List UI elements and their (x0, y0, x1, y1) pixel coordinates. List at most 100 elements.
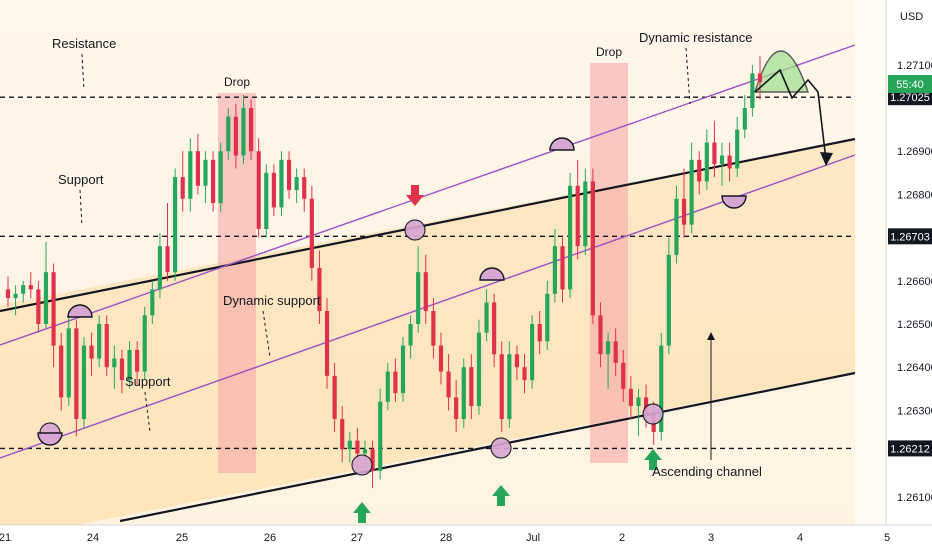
candle-body (484, 302, 489, 333)
candle-body (347, 440, 352, 450)
candle-body (112, 358, 117, 368)
candle-body (218, 151, 223, 204)
y-tick-label: 1.26800 (897, 189, 932, 201)
candle-body (264, 172, 269, 229)
candle-body (636, 397, 641, 407)
candle-body (719, 155, 725, 165)
price-badge-label-0: 1.27025 (890, 92, 930, 104)
candle-body (370, 449, 375, 471)
candle-body (43, 272, 49, 324)
green-up-arrow-2 (644, 449, 662, 470)
x-tick-label: 25 (176, 532, 188, 544)
x-tick-label: 27 (351, 532, 363, 544)
candle-body (545, 293, 550, 342)
candle-body (165, 246, 170, 273)
projection-path (754, 68, 827, 161)
candle-body (697, 159, 702, 182)
candle-body (423, 272, 428, 312)
pointer-dynamic-support (262, 310, 271, 358)
candle-body (454, 397, 459, 420)
green-up-arrow-0 (353, 502, 371, 523)
dynamic-resistance-line (0, 44, 856, 346)
half-marker-1 (479, 267, 505, 281)
candle-body (302, 177, 307, 199)
x-tick-label: 3 (708, 532, 714, 544)
candle-body (400, 345, 406, 394)
drop-zone-1 (218, 93, 256, 473)
candle-body (385, 371, 390, 402)
candle-body (742, 108, 747, 130)
candle-body (750, 73, 755, 108)
candle-body (735, 129, 740, 169)
label-drop-2: Drop (596, 45, 622, 59)
candle-body (188, 151, 193, 199)
x-tick-label: 26 (264, 532, 276, 544)
y-tick-label: 1.26600 (897, 276, 932, 288)
candle-body (492, 302, 497, 355)
candle-body (28, 285, 33, 290)
candle-body (712, 142, 717, 165)
price-badge-1 (888, 228, 932, 245)
candle-body (598, 315, 603, 355)
candle-body (666, 254, 671, 346)
drop-zone-2 (590, 63, 628, 463)
candle-body (180, 177, 185, 199)
candle-body (469, 367, 474, 407)
label-dynamic-resistance: Dynamic resistance (639, 30, 752, 45)
pointer-support-lower (144, 391, 151, 433)
candle-body (522, 367, 527, 381)
x-tick-label: 28 (440, 532, 452, 544)
y-tick-label: 1.26400 (897, 362, 932, 374)
live-price-tag-label: 55:40 (896, 79, 924, 91)
candle-body (233, 116, 238, 156)
candle-body (256, 151, 261, 229)
candle-body (241, 108, 246, 156)
label-drop-1: Drop (224, 75, 250, 89)
price-badge-label-1: 1.26703 (890, 231, 930, 243)
x-tick-label: 2 (619, 532, 625, 544)
half-marker-0 (67, 304, 93, 318)
candle-body (590, 181, 595, 316)
candle-body (438, 345, 444, 372)
candle-body (461, 367, 466, 420)
candle-body (74, 328, 79, 420)
label-dynamic-support: Dynamic support (223, 293, 321, 308)
candle-body (89, 345, 94, 359)
candle-body (271, 172, 276, 208)
x-tick-label: 4 (797, 532, 803, 544)
red-down-arrow (406, 185, 424, 206)
live-price-tag (888, 75, 932, 93)
candle-body (324, 311, 330, 376)
candle-body (689, 159, 694, 225)
candle-body (704, 142, 709, 182)
candle-body (309, 198, 314, 268)
candle-body (104, 324, 109, 368)
candle-body (499, 354, 504, 420)
candle-body (294, 177, 299, 191)
half-marker-3 (721, 195, 747, 209)
label-support-lower: Support (125, 374, 171, 389)
y-tick-label: 1.26100 (897, 492, 932, 504)
touch-circle-1 (351, 454, 373, 476)
candle-body (195, 151, 200, 186)
x-axis-panel (0, 525, 932, 550)
candle-body (13, 293, 18, 299)
projection-arrowhead (820, 152, 833, 166)
candle-body (286, 159, 292, 191)
currency-label: USD (900, 11, 923, 23)
candle-body (476, 332, 482, 407)
candle-body (51, 272, 56, 346)
x-tick-label: Jul (526, 532, 540, 544)
candle-body (36, 289, 41, 324)
y-tick-label: 1.26900 (897, 146, 932, 158)
half-marker-2 (549, 137, 575, 151)
candle-body (226, 116, 231, 152)
pointer-support-upper (79, 189, 83, 227)
candle-body (613, 341, 618, 363)
candle-body (66, 328, 71, 398)
x-tick-label: 24 (87, 532, 99, 544)
candle-body (340, 419, 345, 450)
x-tick-label: 5 (884, 532, 890, 544)
